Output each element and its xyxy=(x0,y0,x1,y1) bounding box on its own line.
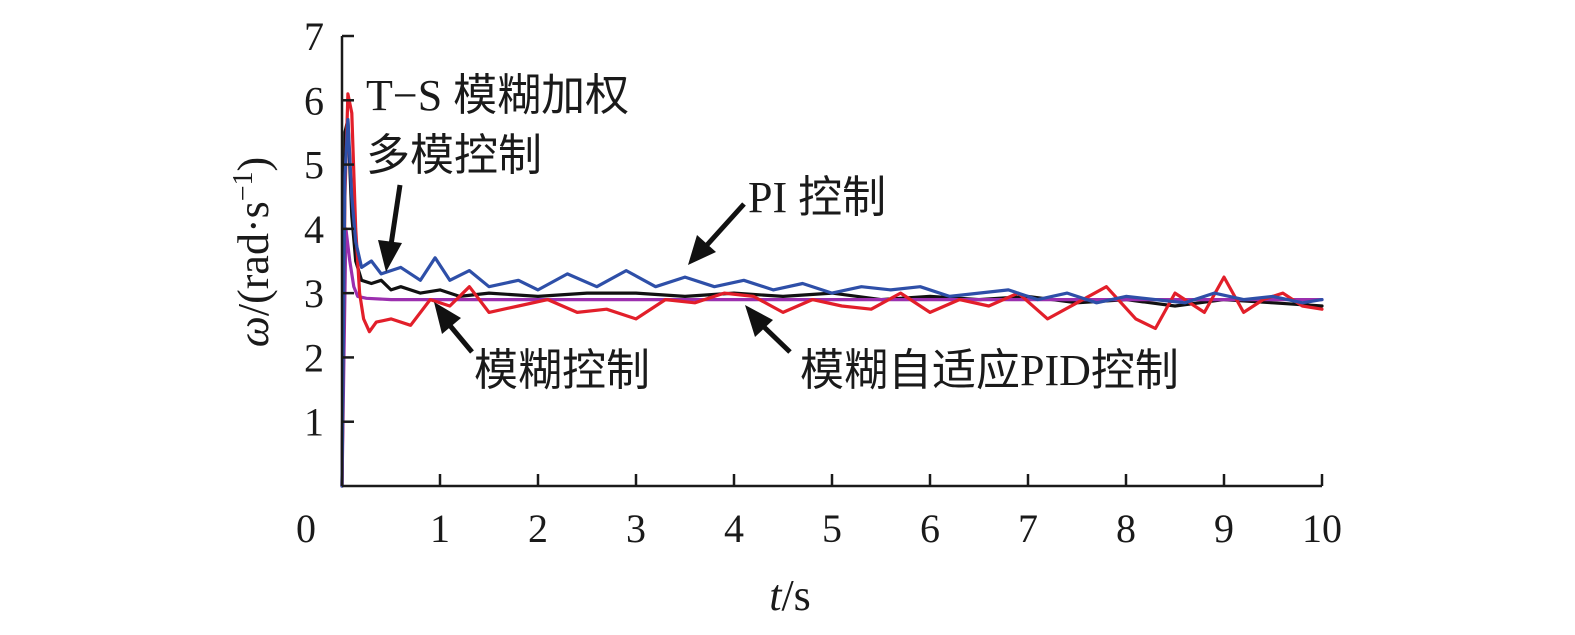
y-tick-label: 4 xyxy=(304,207,324,252)
x-tick-label: 9 xyxy=(1214,506,1234,551)
series-line-fuzzy-adaptive-pid xyxy=(340,92,1324,488)
annotation-fuzzy-label: 模糊控制 xyxy=(474,346,650,395)
annotation-fpid-arrowhead xyxy=(745,305,773,337)
x-tick-label: 8 xyxy=(1116,506,1136,551)
y-tick-label: 5 xyxy=(304,143,324,188)
annotation-ts-line2: 多模控制 xyxy=(366,131,542,180)
annotation-pi-arrowhead xyxy=(688,235,716,265)
annotation-ts-arrow xyxy=(388,184,403,246)
x-tick-label: 3 xyxy=(626,506,646,551)
x-tick-label: 7 xyxy=(1018,506,1038,551)
annotation-ts: T−S 模糊加权 多模控制 xyxy=(366,71,629,272)
y-tick-label: 3 xyxy=(304,271,324,316)
x-tick-label: 6 xyxy=(920,506,940,551)
annotation-ts-line1: T−S 模糊加权 xyxy=(366,71,629,120)
annotation-fpid: 模糊自适应PID控制 xyxy=(745,305,1179,395)
x-axis-label: t/s xyxy=(769,571,811,620)
x-ticks: 0 1 2 3 4 5 6 7 8 9 10 xyxy=(296,474,1342,551)
annotation-fuzzy-arrow xyxy=(445,320,474,354)
y-tick-label: 1 xyxy=(304,400,324,445)
x-tick-label: 0 xyxy=(296,506,316,551)
annotation-pi: PI 控制 xyxy=(688,173,886,265)
annotation-pi-arrow xyxy=(705,202,746,247)
annotation-fpid-label: 模糊自适应PID控制 xyxy=(800,346,1179,395)
y-tick-label: 6 xyxy=(304,78,324,123)
annotation-fuzzy: 模糊控制 xyxy=(434,302,650,395)
annotation-pi-label: PI 控制 xyxy=(748,173,886,222)
x-tick-label: 5 xyxy=(822,506,842,551)
series-line-fuzzy xyxy=(340,227,1324,488)
annotation-fpid-arrow xyxy=(760,323,792,354)
annotation-fuzzy-arrowhead xyxy=(434,302,461,334)
y-axis-label: ω/(rad·s−1) xyxy=(228,157,278,347)
series-line-pi xyxy=(340,117,1324,488)
y-tick-label: 7 xyxy=(304,14,324,59)
annotation-ts-arrowhead xyxy=(378,240,402,272)
x-tick-label: 2 xyxy=(528,506,548,551)
y-tick-label: 2 xyxy=(304,335,324,380)
x-tick-label: 4 xyxy=(724,506,744,551)
x-tick-label: 1 xyxy=(430,506,450,551)
x-tick-label: 10 xyxy=(1302,506,1342,551)
series-layer xyxy=(340,92,1324,488)
y-ticks: 1 2 3 4 5 6 7 xyxy=(304,14,354,445)
